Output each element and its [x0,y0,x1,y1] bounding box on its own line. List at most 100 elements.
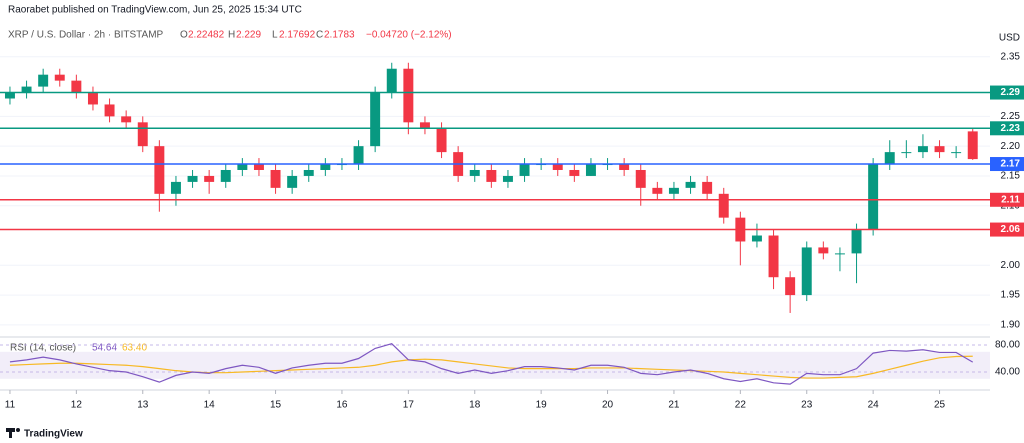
candle-body [818,247,829,254]
rsi-tick-label: 80.00 [995,340,1020,351]
candle-body [635,169,646,188]
level-tag [990,85,1024,100]
candle-body [569,169,580,176]
x-tick-label: 12 [71,400,83,411]
y-tick-label: 2.15 [1001,171,1021,182]
x-tick-label: 24 [868,400,880,411]
candle-body [768,235,779,278]
candle-body [270,169,281,188]
axis-unit: USD [999,33,1020,44]
y-tick-label: 1.90 [1001,320,1021,331]
level-label: 2.29 [1001,87,1021,98]
open-key: O [180,30,188,41]
y-tick-label: 2.00 [1001,260,1021,271]
publisher-line: Raorabet published on TradingView.com, J… [8,5,302,16]
high-key: H [228,30,235,41]
x-tick-label: 11 [5,400,16,411]
change-value: −0.04720 (−2.12%) [366,30,452,41]
x-tick-label: 13 [137,400,149,411]
x-tick-label: 20 [602,400,614,411]
y-tick-label: 1.95 [1001,290,1021,301]
candle-body [370,92,381,147]
rsi-line [9,342,974,385]
candle-body [220,169,231,182]
candle-body [386,68,397,93]
candle-body [652,187,663,194]
x-tick-label: 14 [204,400,216,411]
candle-body [170,181,181,194]
candle-body [619,164,630,170]
candle-body [187,175,198,182]
brand-name: TradingView [24,429,83,440]
level-label: 2.17 [1001,159,1021,170]
candle-body [353,146,364,165]
candle-body [104,104,115,117]
candle-body [801,247,812,296]
candle-body [585,164,596,176]
candle-body [751,235,762,242]
level-tag [990,192,1024,207]
candle-body [403,68,414,123]
candle-body [419,122,430,129]
candle-body [71,80,82,93]
candle-body [934,146,945,153]
candle-body [137,122,148,147]
candle-body [685,181,696,188]
level-tag [990,121,1024,136]
candle-body [702,181,713,194]
x-tick-label: 23 [801,400,813,411]
level-label: 2.06 [1001,224,1021,235]
rsi-ma-value: 63.40 [122,343,147,354]
x-tick-label: 16 [336,400,348,411]
candle-body [502,175,513,182]
level-label: 2.11 [1001,194,1020,205]
candle-body [237,164,248,170]
rsi-ma-line [9,355,973,379]
x-tick-label: 18 [469,400,481,411]
close-value: 2.1783 [324,30,355,41]
close-key: C [316,30,323,41]
x-tick-label: 15 [270,400,282,411]
candle-body [21,86,32,93]
candle-body [303,169,314,176]
candle-body [868,164,879,230]
candle-body [834,253,845,255]
candle-body [552,164,563,170]
y-tick-label: 2.35 [1001,51,1021,62]
level-tag [990,222,1024,237]
candle-body [917,146,928,153]
x-tick-label: 25 [934,400,946,411]
x-tick-label: 19 [536,400,548,411]
level-tag [990,157,1024,172]
candle-body [154,146,165,194]
candle-body [486,169,497,182]
candle-body [519,164,530,176]
candle-body [287,175,298,188]
brand-logo [6,428,20,438]
candle-body [785,277,796,296]
level-label: 2.23 [1001,123,1021,134]
low-key: L [272,30,278,41]
low-value: 2.17692 [279,30,316,41]
candle-body [951,152,962,154]
rsi-value: 54.64 [92,343,117,354]
candle-body [253,164,264,170]
candle-body [54,74,65,81]
candle-body [884,152,895,165]
y-tick-label: 2.25 [1001,111,1021,122]
open-value: 2.22482 [188,30,225,41]
candle-body [87,92,98,105]
rsi-tick-label: 40.00 [995,367,1020,378]
candle-body [204,175,215,182]
y-tick-label: 2.20 [1001,141,1021,152]
candle-body [967,131,978,160]
candle-body [320,164,331,170]
candle-body [901,152,912,154]
candle-body [851,229,862,254]
x-tick-label: 17 [403,400,415,411]
candle-body [718,193,729,218]
high-value: 2.229 [236,30,261,41]
candle-body [121,116,132,123]
candle-body [38,74,49,87]
